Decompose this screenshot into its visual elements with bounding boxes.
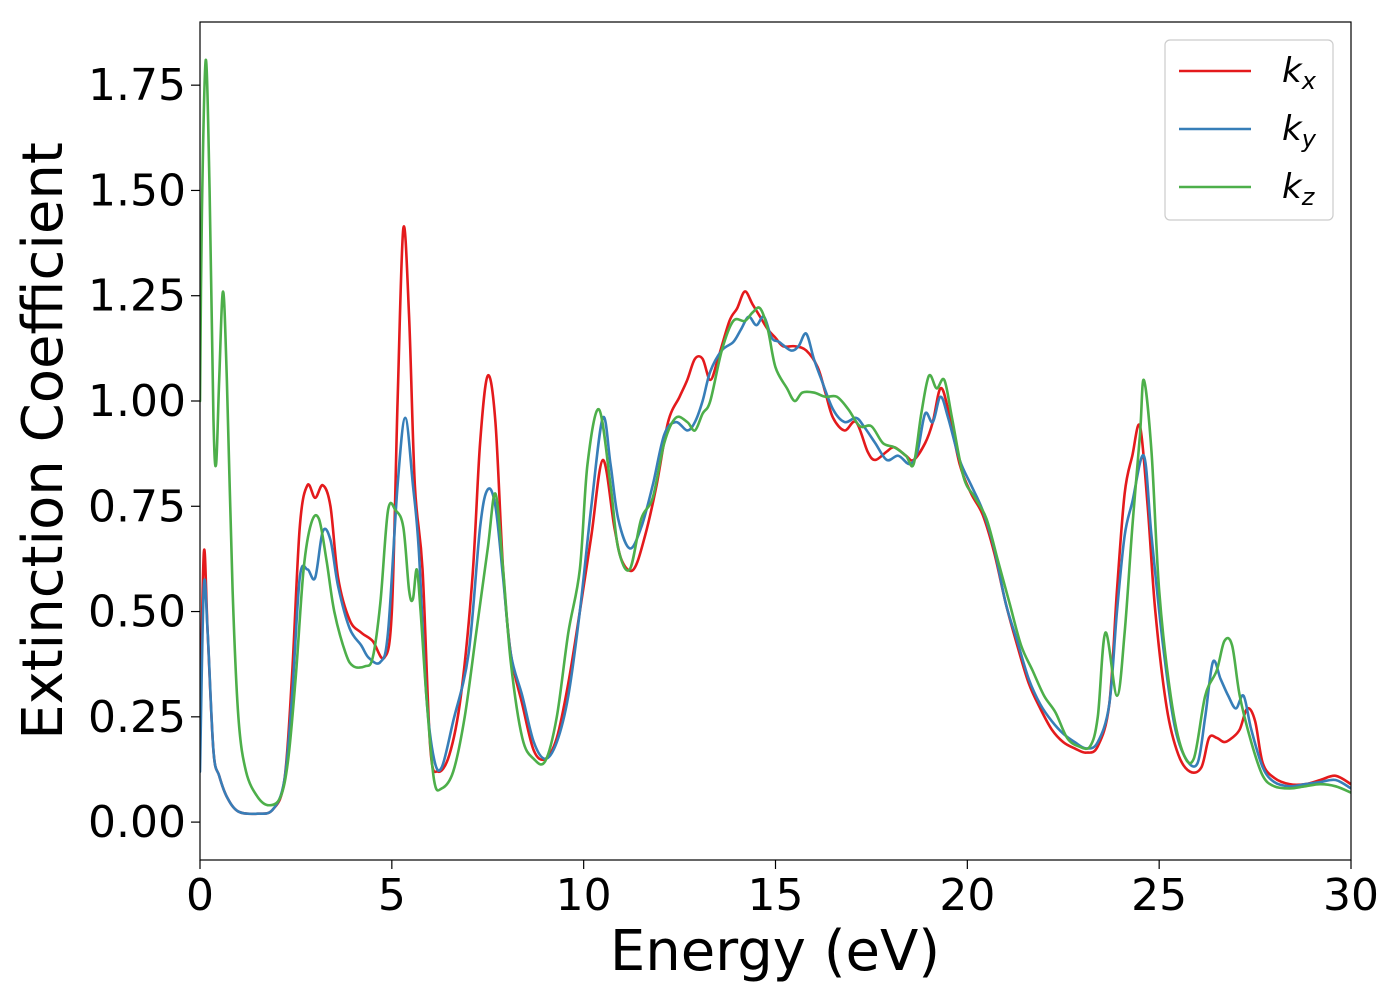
y-tick-label: 0.00 xyxy=(88,797,186,848)
x-tick-label: 30 xyxy=(1323,870,1379,921)
y-tick-label: 0.50 xyxy=(88,587,186,638)
x-tick-label: 5 xyxy=(378,870,406,921)
x-tick-label: 15 xyxy=(748,870,804,921)
y-tick-label: 1.00 xyxy=(88,376,186,427)
x-tick-label: 20 xyxy=(939,870,995,921)
legend-label-k-y: ky xyxy=(1282,109,1317,153)
x-axis-label: Energy (eV) xyxy=(610,919,940,984)
y-tick-label: 1.25 xyxy=(88,271,186,322)
legend-label-k-x: kx xyxy=(1282,51,1317,95)
y-axis-label: Extinction Coefficient xyxy=(11,142,76,740)
y-tick-label: 0.75 xyxy=(88,481,186,532)
y-axis-ticks: 0.00 0.25 0.50 0.75 1.00 1.25 1.50 1.75 xyxy=(88,60,200,848)
x-tick-label: 0 xyxy=(186,870,214,921)
y-tick-label: 0.25 xyxy=(88,692,186,743)
y-tick-label: 1.75 xyxy=(88,60,186,111)
x-axis-ticks: 0 5 10 15 20 25 30 xyxy=(186,860,1379,921)
series-layer xyxy=(200,58,1351,816)
legend: kx ky kz xyxy=(1164,39,1334,221)
legend-label-k-z: kz xyxy=(1282,167,1316,211)
x-tick-label: 10 xyxy=(556,870,612,921)
x-tick-label: 25 xyxy=(1131,870,1187,921)
y-tick-label: 1.50 xyxy=(88,165,186,216)
series-line-k-x xyxy=(200,224,1351,816)
series-line-k-z xyxy=(200,58,1351,807)
